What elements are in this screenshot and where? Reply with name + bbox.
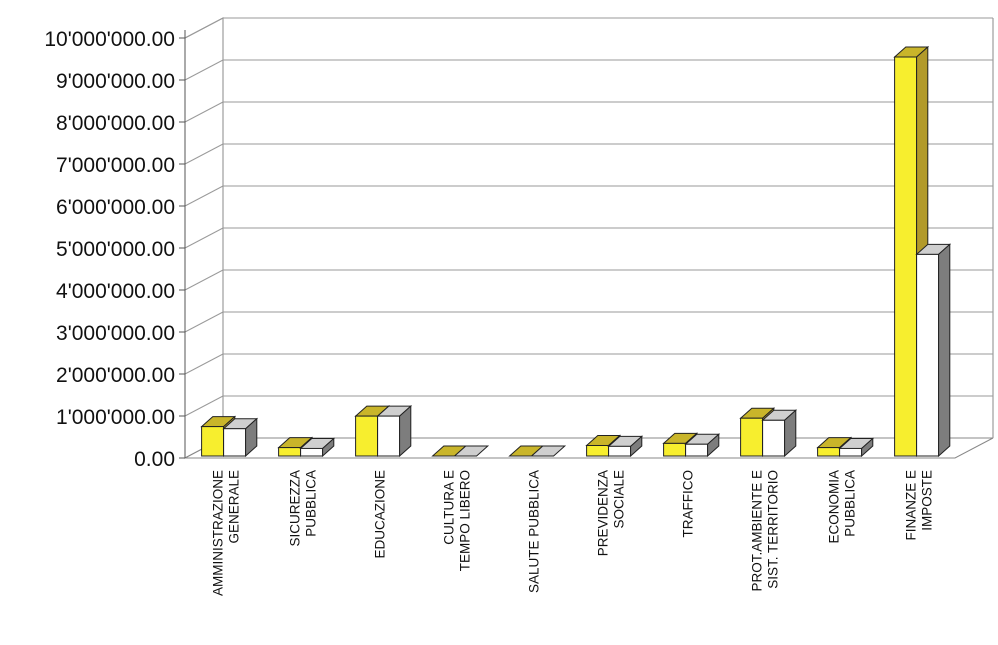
y-tick-label: 1'000'000.00 [56, 406, 175, 429]
bar-side [630, 435, 643, 458]
x-category-label-line: PUBBLICA [304, 470, 319, 537]
bar-front [894, 56, 918, 457]
bar [838, 437, 875, 458]
y-tick-label: 5'000'000.00 [56, 238, 175, 261]
x-category-label: ECONOMIAPUBBLICA [827, 470, 858, 544]
bar-side [707, 433, 720, 458]
y-tick-label: 0.00 [134, 448, 175, 471]
x-category-label-line: SICUREZZA [288, 470, 303, 547]
y-tick-label: 7'000'000.00 [56, 154, 175, 177]
x-category-label-line: TEMPO LIBERO [458, 470, 473, 571]
gridline-wall [184, 311, 224, 333]
x-category-label: FINANZE EIMPOSTE [904, 470, 935, 541]
gridline-wall [184, 395, 224, 417]
x-category-label-line: FINANZE E [904, 470, 919, 541]
bar-front [916, 253, 940, 457]
chart-walls [184, 17, 994, 459]
bar-side [399, 404, 412, 458]
x-category-label-line: EDUCAZIONE [373, 470, 388, 559]
y-axis-tick-labels: 0.00 1'000'000.00 2'000'000.00 3'000'000.00… [44, 28, 186, 471]
x-category-label-line: TRAFFICO [681, 470, 696, 538]
bar-front [817, 447, 841, 457]
bar-front [685, 443, 709, 457]
x-category-label-line: SOCIALE [612, 470, 627, 529]
bar-side [938, 243, 951, 458]
bar-top [530, 445, 567, 457]
bar [376, 404, 413, 458]
gridlines [184, 17, 993, 417]
gridline-wall [184, 185, 224, 207]
x-axis-category-labels: AMMINISTRAZIONEGENERALE SICUREZZAPUBBLICA… [211, 470, 935, 596]
x-category-label: EDUCAZIONE [373, 470, 388, 559]
y-tick-label: 2'000'000.00 [56, 364, 175, 387]
bar-front [586, 445, 610, 457]
gridline-wall [184, 101, 224, 123]
x-category-label-line: IMPOSTE [920, 470, 935, 531]
bar [222, 417, 259, 458]
bar-front [300, 447, 324, 457]
bar-front [608, 445, 632, 457]
x-category-label-line: PUBBLICA [843, 470, 858, 537]
bar [299, 437, 336, 458]
bar-front [762, 419, 786, 457]
bar-side [245, 417, 258, 458]
bar [761, 409, 798, 458]
x-category-label: PROT.AMBIENTE ESIST. TERRITORIO [750, 470, 781, 592]
bar [530, 445, 567, 457]
bar-front [223, 428, 247, 457]
bar-side [861, 437, 874, 458]
bar [607, 435, 644, 458]
bars [200, 45, 952, 458]
bar [453, 445, 490, 457]
y-tick-label: 6'000'000.00 [56, 196, 175, 219]
bar [915, 243, 952, 458]
y-tick-label: 4'000'000.00 [56, 280, 175, 303]
bar-front [839, 447, 863, 457]
y-tick-label: 3'000'000.00 [56, 322, 175, 345]
y-tick-label: 8'000'000.00 [56, 112, 175, 135]
gridline-wall [184, 269, 224, 291]
x-category-label: AMMINISTRAZIONEGENERALE [211, 470, 242, 596]
bar [684, 433, 721, 458]
gridline-wall [184, 353, 224, 375]
x-category-label-line: GENERALE [227, 470, 242, 544]
y-tick-label: 10'000'000.00 [44, 28, 175, 51]
x-category-label: PREVIDENZASOCIALE [596, 470, 627, 556]
bar-top [453, 445, 490, 457]
bar-front [740, 417, 764, 457]
x-category-label-line: SIST. TERRITORIO [766, 470, 781, 589]
bar-front [201, 426, 225, 457]
bar-side [322, 437, 335, 458]
gridline-wall [184, 143, 224, 165]
x-category-label-line: AMMINISTRAZIONE [211, 470, 226, 596]
x-category-label-line: PREVIDENZA [596, 470, 611, 556]
bar-front [355, 415, 379, 457]
x-category-label-line: SALUTE PUBBLICA [527, 470, 542, 593]
x-category-label: CULTURA ETEMPO LIBERO [442, 470, 473, 571]
x-category-label-line: PROT.AMBIENTE E [750, 470, 765, 592]
bar-front [278, 447, 302, 457]
bar-side [784, 409, 797, 458]
x-category-label-line: CULTURA E [442, 470, 457, 545]
gridline-wall [184, 59, 224, 81]
x-category-label-line: ECONOMIA [827, 470, 842, 544]
x-category-label: SICUREZZAPUBBLICA [288, 470, 319, 547]
x-category-label: SALUTE PUBBLICA [527, 470, 542, 593]
bar-front [377, 415, 401, 457]
y-tick-label: 9'000'000.00 [56, 70, 175, 93]
gridline-wall [184, 227, 224, 249]
bar-front [663, 442, 687, 457]
x-category-label: TRAFFICO [681, 470, 696, 538]
gridline-wall [184, 17, 224, 39]
